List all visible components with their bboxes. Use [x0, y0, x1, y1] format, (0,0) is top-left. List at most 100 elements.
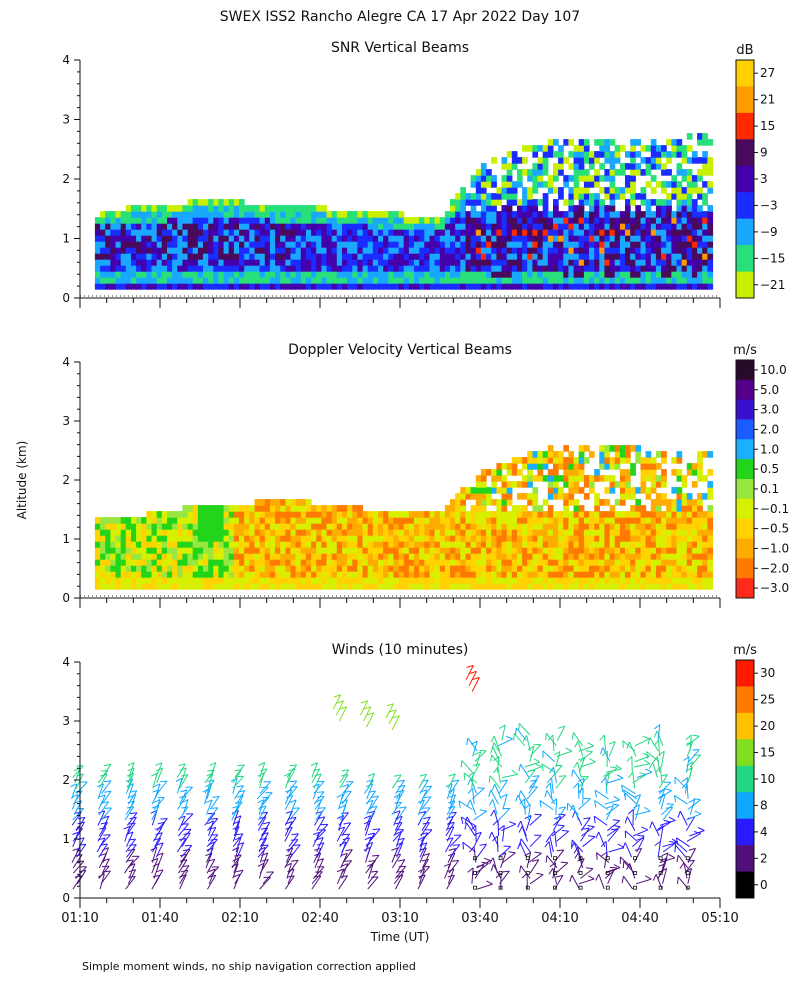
heatmap-cell — [280, 535, 286, 542]
heatmap-cell — [470, 223, 477, 230]
wind-barb — [462, 841, 476, 853]
wind-barb — [314, 852, 322, 869]
heatmap-cell — [100, 583, 106, 590]
wind-barb — [176, 763, 186, 778]
heatmap-cell — [542, 211, 549, 218]
heatmap-cell — [378, 259, 384, 266]
heatmap-cell — [614, 565, 621, 572]
heatmap-cell — [398, 565, 405, 572]
wind-barb — [394, 874, 404, 890]
heatmap-cell — [151, 271, 158, 278]
heatmap-cell — [702, 181, 708, 188]
heatmap-cell — [640, 157, 647, 164]
heatmap-cell — [671, 559, 678, 566]
heatmap-cell — [434, 229, 441, 236]
heatmap-cell — [275, 259, 281, 266]
heatmap-cell — [563, 571, 569, 578]
heatmap-cell — [408, 223, 415, 230]
heatmap-cell — [547, 253, 554, 260]
heatmap-cell — [619, 499, 626, 506]
heatmap-cell — [208, 235, 214, 242]
heatmap-cell — [619, 547, 626, 554]
heatmap-cell — [655, 211, 662, 218]
wind-barb — [311, 871, 323, 885]
heatmap-cell — [311, 259, 317, 266]
wind-barb — [125, 778, 134, 794]
heatmap-cell — [305, 283, 312, 290]
heatmap-cell — [594, 511, 600, 518]
heatmap-cell — [264, 235, 271, 242]
heatmap-cell — [342, 247, 348, 254]
heatmap-cell — [455, 229, 461, 236]
heatmap-cell — [558, 151, 564, 158]
heatmap-cell — [619, 541, 626, 548]
heatmap-cell — [414, 523, 420, 530]
heatmap-cell — [625, 445, 631, 452]
wind-barb-flag — [290, 786, 298, 788]
heatmap-cell — [558, 571, 564, 578]
heatmap-cell — [676, 187, 683, 194]
heatmap-cell — [197, 565, 204, 572]
wind-barb — [529, 834, 542, 848]
heatmap-cell — [336, 511, 343, 518]
heatmap-cell — [167, 265, 173, 272]
heatmap-cell — [604, 445, 611, 452]
heatmap-cell — [269, 559, 276, 566]
heatmap-cell — [208, 241, 214, 248]
heatmap-cell — [609, 541, 616, 548]
heatmap-cell — [635, 235, 641, 242]
heatmap-cell — [336, 565, 343, 572]
heatmap-cell — [434, 541, 441, 548]
heatmap-cell — [429, 547, 436, 554]
heatmap-cell — [650, 511, 657, 518]
heatmap-cell — [244, 517, 250, 524]
heatmap-cell — [666, 517, 672, 524]
wind-barb — [571, 874, 580, 890]
heatmap-cell — [650, 571, 657, 578]
heatmap-cell — [501, 553, 508, 560]
heatmap-cell — [635, 577, 641, 584]
heatmap-cell — [604, 211, 611, 218]
heatmap-cell — [331, 235, 338, 242]
wind-barb-flag — [127, 762, 135, 766]
heatmap-cell — [558, 271, 564, 278]
heatmap-cell — [486, 553, 492, 560]
heatmap-cell — [305, 499, 312, 506]
heatmap-cell — [120, 277, 127, 284]
heatmap-cell — [336, 283, 343, 290]
heatmap-cell — [491, 157, 497, 164]
heatmap-cell — [336, 217, 343, 224]
heatmap-cell — [697, 511, 703, 518]
heatmap-cell — [105, 259, 111, 266]
heatmap-cell — [172, 253, 178, 260]
wind-barb-flag — [180, 789, 188, 793]
heatmap-cell — [280, 265, 286, 272]
heatmap-cell — [218, 265, 225, 272]
heatmap-cell — [151, 235, 158, 242]
heatmap-cell — [676, 499, 683, 506]
heatmap-cell — [244, 283, 250, 290]
heatmap-cell — [661, 451, 667, 458]
winds-plot-area — [70, 664, 705, 890]
wind-barb-flag — [212, 795, 220, 798]
heatmap-cell — [594, 559, 600, 566]
heatmap-cell — [259, 211, 266, 218]
wind-barb — [578, 798, 591, 810]
calm-marker — [473, 856, 477, 861]
heatmap-cell — [182, 259, 189, 266]
heatmap-cell — [305, 223, 312, 230]
heatmap-cell — [233, 535, 240, 542]
heatmap-cell — [156, 523, 163, 530]
heatmap-cell — [625, 271, 631, 278]
heatmap-cell — [604, 511, 611, 518]
heatmap-cell — [367, 517, 374, 524]
heatmap-cell — [491, 193, 497, 200]
heatmap-cell — [609, 481, 616, 488]
heatmap-cell — [691, 559, 698, 566]
heatmap-cell — [619, 577, 626, 584]
heatmap-cell — [609, 445, 616, 452]
wind-barb — [338, 812, 349, 826]
heatmap-cell — [671, 271, 678, 278]
heatmap-cell — [527, 211, 533, 218]
heatmap-cell — [321, 523, 328, 530]
